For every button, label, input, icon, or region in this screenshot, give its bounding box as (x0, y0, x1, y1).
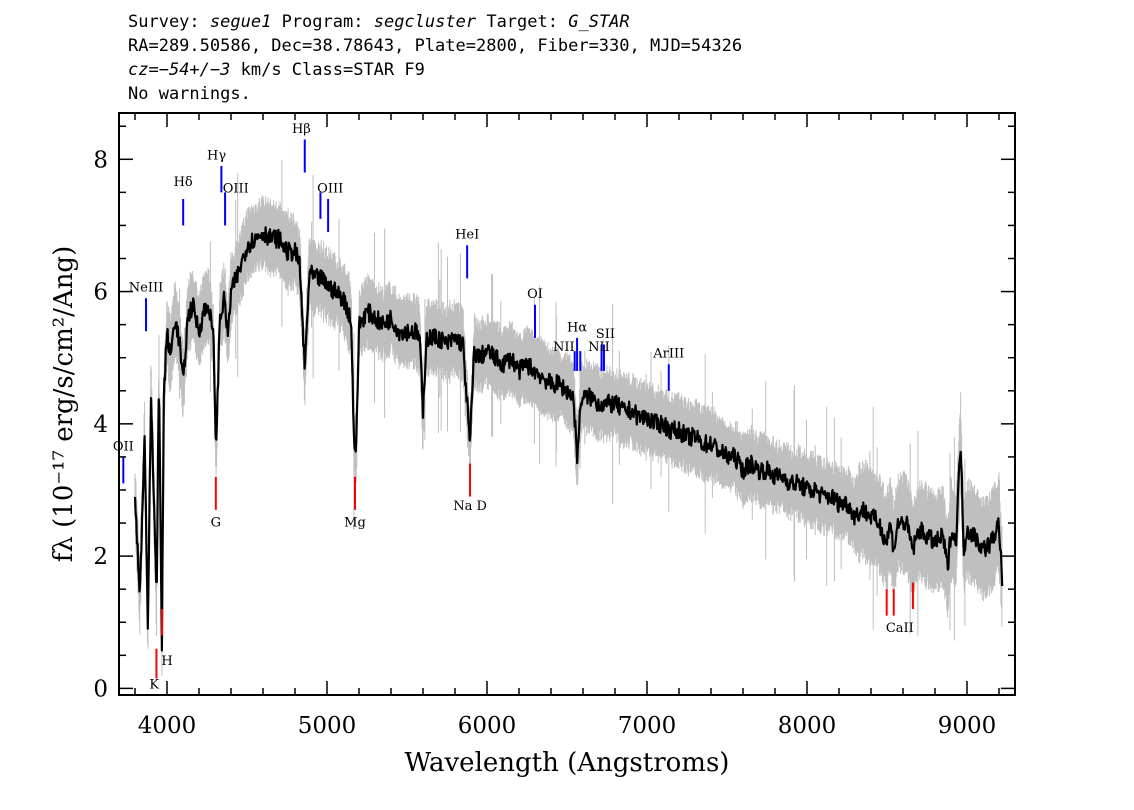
x-tick-label: 8000 (778, 713, 837, 739)
emission-line-label: Hδ (174, 175, 193, 190)
x-axis-title: Wavelength (Angstroms) (405, 748, 730, 778)
absorption-line-label: CaII (886, 621, 914, 636)
cz-value: −54+/−3 (158, 60, 231, 80)
warnings-line: No warnings. (128, 84, 251, 104)
program-value: segcluster (373, 12, 477, 32)
emission-line-label: Hγ (207, 148, 226, 163)
y-tick-label: 8 (93, 147, 108, 173)
absorption-line-label: Na D (453, 499, 487, 514)
spectrum-header: Survey: segue1 Program: segcluster Targe… (128, 10, 742, 106)
absorption-line-label: H (161, 654, 172, 669)
absorption-line-label: Mg (344, 515, 366, 530)
plot-frame (118, 112, 1016, 696)
emission-line-label: Hα (567, 320, 587, 335)
emission-line-label: OII (113, 439, 134, 454)
emission-line-label: OI (527, 287, 543, 302)
survey-value: segue1 (209, 12, 272, 32)
x-tick-label: 5000 (298, 713, 357, 739)
emission-line-label: HeI (455, 228, 479, 243)
x-tick-label: 7000 (618, 713, 677, 739)
emission-line-label: SII (596, 327, 615, 342)
absorption-line-label: G (211, 515, 221, 530)
cz-label: cz= (128, 60, 159, 80)
target-value: G_STAR (568, 12, 630, 32)
axes (118, 112, 1016, 696)
y-tick-label: 0 (93, 676, 108, 702)
emission-line-label: NeIII (129, 281, 163, 296)
y-tick-label: 6 (93, 280, 108, 306)
tick-marks: 4000 5000 6000 7000 8000 9000 0 2 4 6 8 (93, 113, 1015, 739)
emission-line-label: OIII (317, 181, 343, 196)
x-tick-label: 9000 (938, 713, 997, 739)
absorption-line-label: K (149, 677, 159, 692)
target-label: Target: (486, 12, 558, 32)
emission-line-label: NII (553, 340, 575, 355)
survey-label: Survey: (128, 12, 200, 32)
flux-series (133, 226, 1004, 652)
y-axis-title: fλ (10⁻¹⁷ erg/s/cm²/Ang) (49, 246, 79, 562)
x-tick-label: 4000 (138, 713, 197, 739)
emission-line-label: Hβ (292, 122, 311, 137)
x-tick-label: 6000 (458, 713, 517, 739)
emission-line-label: ArIII (652, 347, 684, 362)
y-tick-label: 4 (93, 412, 108, 438)
flux-line (133, 226, 1004, 652)
emission-line-label: NII (588, 340, 610, 355)
emission-line-label: OIII (223, 181, 249, 196)
y-tick-label: 2 (93, 544, 108, 570)
program-label: Program: (281, 12, 364, 32)
coordinates-line: RA=289.50586, Dec=38.78643, Plate=2800, … (128, 36, 743, 56)
cz-units: km/s Class=STAR F9 (240, 60, 425, 80)
